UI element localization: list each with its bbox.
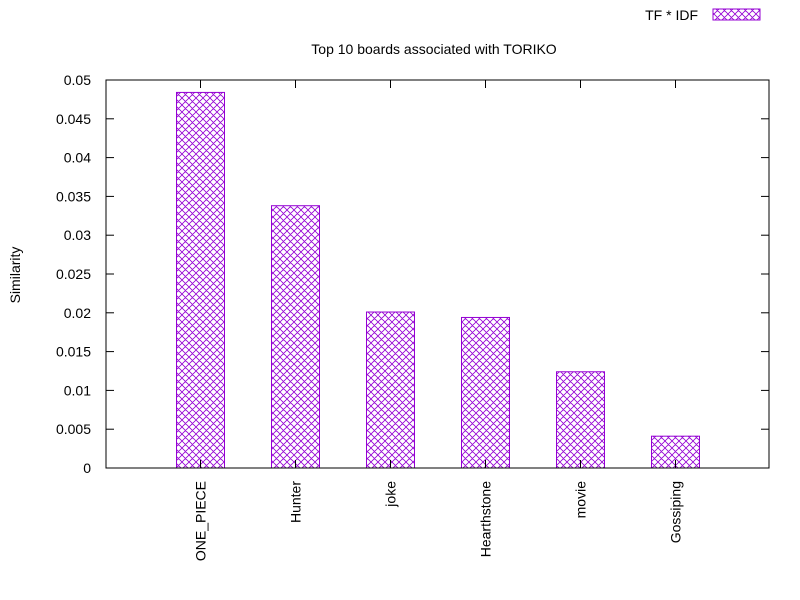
- y-tick-label: 0.03: [64, 227, 91, 243]
- y-tick-label: 0.035: [56, 188, 91, 204]
- y-tick-label: 0.005: [56, 421, 91, 437]
- bar-joke: [366, 311, 415, 469]
- x-tick-label: movie: [573, 481, 589, 519]
- y-tick-label: 0.05: [64, 72, 91, 88]
- legend: TF * IDF: [645, 7, 761, 23]
- y-tick-label: 0.02: [64, 305, 91, 321]
- y-tick-label: 0: [83, 460, 91, 476]
- y-axis-ticks: 0 0.005 0.01 0.015 0.02 0.025 0.03 0.035 0.04 0.0…: [56, 72, 769, 476]
- y-tick-label: 0.025: [56, 266, 91, 282]
- x-tick-label: Hearthstone: [478, 481, 494, 557]
- x-axis-ticks: ONE_PIECE Hunter joke Hearthstone movie Gossi…: [193, 80, 684, 561]
- x-tick-label: ONE_PIECE: [193, 481, 209, 561]
- plot-area-frame: [105, 79, 770, 469]
- x-tick-label: joke: [383, 481, 399, 508]
- legend-label: TF * IDF: [645, 7, 698, 23]
- bar-movie: [556, 371, 605, 469]
- y-tick-label: 0.04: [64, 150, 91, 166]
- bars: [176, 91, 700, 469]
- y-tick-label: 0.015: [56, 344, 91, 360]
- chart-title: Top 10 boards associated with TORIKO: [311, 41, 557, 57]
- y-tick-label: 0.045: [56, 111, 91, 127]
- y-axis-label: Similarity: [7, 247, 23, 304]
- x-tick-label: Hunter: [288, 481, 304, 523]
- bar-one-piece: [176, 91, 225, 469]
- bar-hunter: [271, 205, 320, 469]
- legend-swatch: [712, 8, 761, 21]
- y-tick-label: 0.01: [64, 382, 91, 398]
- x-tick-label: Gossiping: [668, 481, 684, 543]
- bar-hearthstone: [461, 316, 510, 469]
